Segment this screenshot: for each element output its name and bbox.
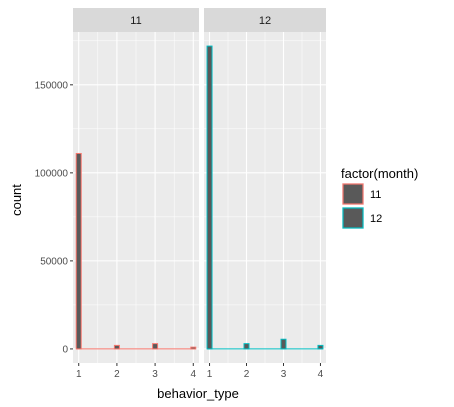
x-tick-label: 4: [318, 369, 324, 380]
facet-strip-label: 12: [259, 15, 271, 27]
x-tick-label: 3: [281, 369, 287, 380]
bar-11-4: [190, 346, 197, 350]
bar-11-1: [75, 152, 82, 350]
x-tick-label: 1: [76, 369, 82, 380]
x-tick-label: 2: [244, 369, 250, 380]
legend-label: 12: [370, 213, 382, 225]
facet-panel-11: 11: [73, 8, 199, 363]
x-tick-label: 2: [114, 369, 120, 380]
legend: factor(month) 11 12: [341, 166, 418, 229]
legend-key-swatch: [342, 207, 364, 229]
x-tick-label: 4: [190, 369, 196, 380]
facet-strip: [73, 8, 199, 32]
y-tick-label: 150000: [35, 80, 69, 91]
x-axis-title: behavior_type: [157, 386, 239, 401]
facet-strip-label: 11: [130, 15, 141, 27]
x-tick-label: 3: [152, 369, 158, 380]
bar-11-3: [152, 343, 159, 350]
x-tick-label: 1: [207, 369, 213, 380]
y-tick-label: 0: [62, 344, 68, 355]
facet-strip: [204, 8, 326, 32]
bar-12-2: [243, 343, 250, 350]
legend-title: factor(month): [341, 166, 418, 181]
facet-panels: 11 12: [73, 8, 326, 363]
y-tick-label: 50000: [40, 256, 68, 267]
legend-label: 11: [370, 189, 381, 201]
legend-entry-11: 11: [342, 183, 381, 205]
legend-key-swatch: [342, 183, 364, 205]
bar-12-4: [317, 344, 324, 350]
bar-12-1: [206, 45, 213, 350]
bar-11-2: [113, 344, 120, 350]
y-axis-title: count: [9, 184, 24, 216]
legend-entry-12: 12: [342, 207, 382, 229]
y-axis: 0 50000 100000 150000: [35, 80, 73, 355]
facet-panel-12: 12: [204, 8, 326, 363]
y-tick-label: 100000: [35, 168, 69, 179]
bar-12-3: [280, 338, 287, 350]
